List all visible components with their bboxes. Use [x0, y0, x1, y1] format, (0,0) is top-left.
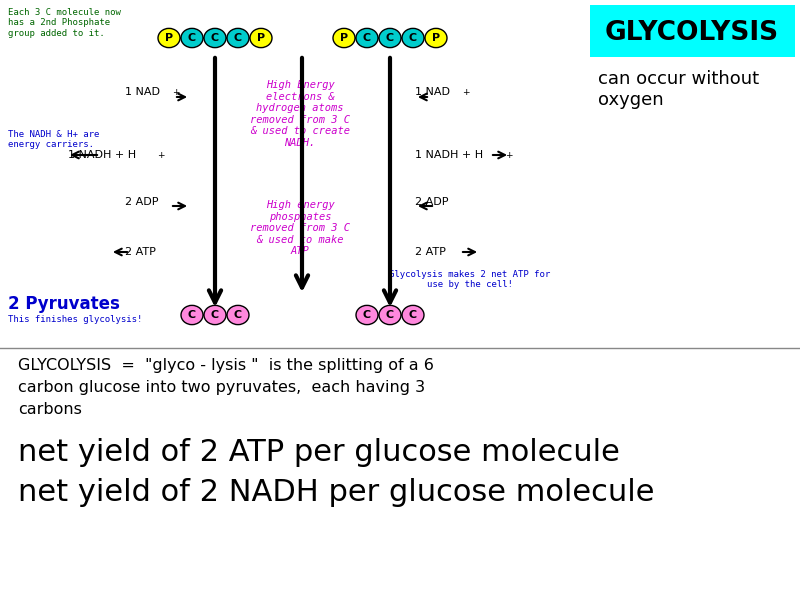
Ellipse shape: [227, 28, 249, 47]
Text: 1 NAD: 1 NAD: [125, 87, 160, 97]
Text: C: C: [211, 33, 219, 43]
Text: GLYCOLYSIS: GLYCOLYSIS: [605, 20, 779, 46]
Ellipse shape: [402, 305, 424, 325]
Ellipse shape: [425, 28, 447, 47]
Text: +: +: [505, 151, 513, 160]
Ellipse shape: [250, 28, 272, 47]
Ellipse shape: [181, 28, 203, 47]
Text: C: C: [211, 310, 219, 320]
Ellipse shape: [158, 28, 180, 47]
Text: 1 NADH + H: 1 NADH + H: [68, 150, 136, 160]
Text: GLYCOLYSIS  =  "glyco - lysis "  is the splitting of a 6: GLYCOLYSIS = "glyco - lysis " is the spl…: [18, 358, 434, 373]
Text: +: +: [462, 88, 470, 97]
Ellipse shape: [356, 305, 378, 325]
Ellipse shape: [204, 28, 226, 47]
Ellipse shape: [402, 28, 424, 47]
FancyBboxPatch shape: [590, 5, 795, 57]
Text: net yield of 2 ATP per glucose molecule: net yield of 2 ATP per glucose molecule: [18, 438, 620, 467]
Text: 1 NAD: 1 NAD: [415, 87, 450, 97]
Text: C: C: [386, 33, 394, 43]
Ellipse shape: [204, 305, 226, 325]
Text: This finishes glycolysis!: This finishes glycolysis!: [8, 315, 142, 324]
Text: P: P: [257, 33, 265, 43]
Text: High energy
phosphates
removed from 3 C
& used to make
ATP: High energy phosphates removed from 3 C …: [250, 200, 350, 256]
Text: 2 ADP: 2 ADP: [415, 197, 449, 207]
Text: Glycolysis makes 2 net ATP for
use by the cell!: Glycolysis makes 2 net ATP for use by th…: [390, 270, 550, 289]
Text: 2 ADP: 2 ADP: [125, 197, 158, 207]
Text: 2 ATP: 2 ATP: [125, 247, 156, 257]
Text: C: C: [234, 310, 242, 320]
Text: net yield of 2 NADH per glucose molecule: net yield of 2 NADH per glucose molecule: [18, 478, 654, 507]
Text: C: C: [188, 310, 196, 320]
Ellipse shape: [379, 305, 401, 325]
Text: Each 3 C molecule now
has a 2nd Phosphate
group added to it.: Each 3 C molecule now has a 2nd Phosphat…: [8, 8, 121, 38]
Ellipse shape: [356, 28, 378, 47]
Ellipse shape: [379, 28, 401, 47]
Text: C: C: [363, 310, 371, 320]
Text: 2 ATP: 2 ATP: [415, 247, 446, 257]
Text: P: P: [340, 33, 348, 43]
Text: +: +: [172, 88, 179, 97]
Ellipse shape: [181, 305, 203, 325]
Text: 2 Pyruvates: 2 Pyruvates: [8, 295, 120, 313]
Text: can occur without
oxygen: can occur without oxygen: [598, 70, 759, 109]
Text: P: P: [432, 33, 440, 43]
Text: C: C: [409, 33, 417, 43]
Text: C: C: [188, 33, 196, 43]
Text: +: +: [157, 151, 165, 160]
Text: P: P: [165, 33, 173, 43]
Ellipse shape: [227, 305, 249, 325]
Text: carbon glucose into two pyruvates,  each having 3: carbon glucose into two pyruvates, each …: [18, 380, 425, 395]
Text: C: C: [409, 310, 417, 320]
Text: The NADH & H+ are
energy carriers.: The NADH & H+ are energy carriers.: [8, 130, 99, 149]
Text: C: C: [386, 310, 394, 320]
Text: High Energy
electrons &
hydrogen atoms
removed from 3 C
& used to create
NADH.: High Energy electrons & hydrogen atoms r…: [250, 80, 350, 148]
Text: 1 NADH + H: 1 NADH + H: [415, 150, 483, 160]
Text: C: C: [363, 33, 371, 43]
Text: carbons: carbons: [18, 402, 82, 417]
Ellipse shape: [333, 28, 355, 47]
Text: C: C: [234, 33, 242, 43]
